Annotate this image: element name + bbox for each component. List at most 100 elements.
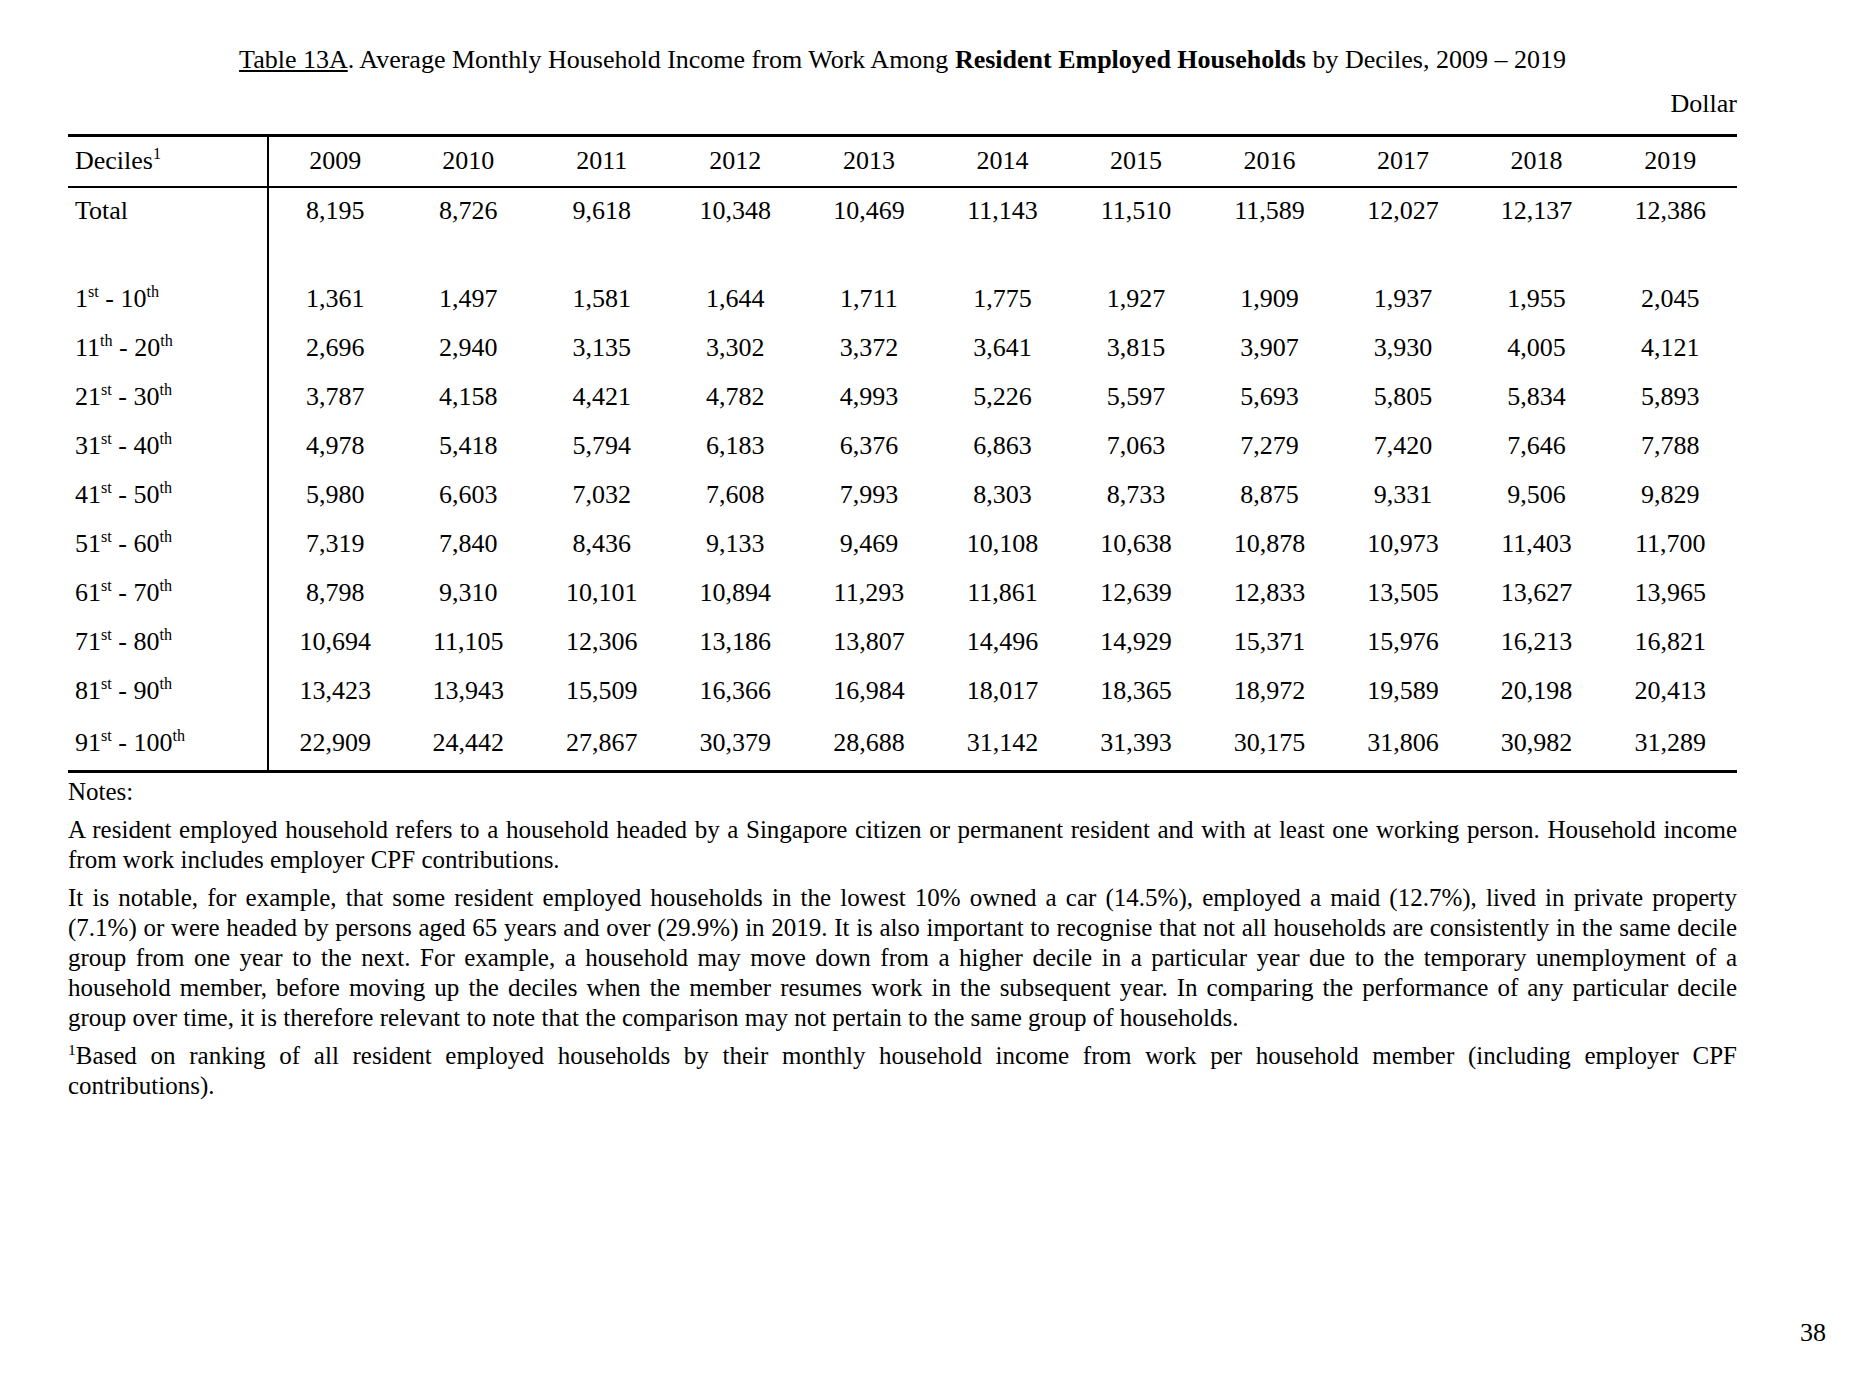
table-cell: 5,893 [1603,373,1737,422]
table-row: 51st - 60th7,3197,8408,4369,1339,46910,1… [68,520,1737,569]
column-header-year: 2011 [535,136,669,187]
notes-section: Notes: A resident employed household ref… [68,777,1737,1101]
table-cell: 18,972 [1203,667,1337,716]
table-row: 71st - 80th10,69411,10512,30613,18613,80… [68,618,1737,667]
spacer-cell [268,234,1737,275]
table-row: Total8,1958,7269,61810,34810,46911,14311… [68,187,1737,234]
table-cell: 13,186 [669,618,803,667]
table-cell: 10,694 [268,618,402,667]
table-cell: 13,505 [1336,569,1470,618]
table-cell: 7,608 [669,471,803,520]
table-cell: 6,603 [402,471,536,520]
page-content: Table 13A. Average Monthly Household Inc… [68,0,1737,1101]
table-cell: 7,279 [1203,422,1337,471]
table-cell: 13,423 [268,667,402,716]
table-cell: 9,829 [1603,471,1737,520]
table-cell: 10,348 [669,187,803,234]
table-cell: 8,733 [1069,471,1203,520]
column-header-year: 2016 [1203,136,1337,187]
note-paragraph: It is notable, for example, that some re… [68,883,1737,1033]
table-cell: 11,861 [936,569,1070,618]
table-cell: 9,618 [535,187,669,234]
table-cell: 5,597 [1069,373,1203,422]
table-cell: 5,805 [1336,373,1470,422]
table-cell: 5,834 [1470,373,1604,422]
table-cell: 1,909 [1203,275,1337,324]
table-cell: 8,303 [936,471,1070,520]
column-header-year: 2018 [1470,136,1604,187]
table-cell: 10,638 [1069,520,1203,569]
table-row: 31st - 40th4,9785,4185,7946,1836,3766,86… [68,422,1737,471]
table-cell: 10,469 [802,187,936,234]
row-label: 91st - 100th [68,716,268,772]
column-header-year: 2019 [1603,136,1737,187]
table-cell: 4,993 [802,373,936,422]
table-cell: 8,726 [402,187,536,234]
row-label: 21st - 30th [68,373,268,422]
table-cell: 7,993 [802,471,936,520]
table-cell: 3,641 [936,324,1070,373]
table-cell: 28,688 [802,716,936,772]
table-cell: 31,806 [1336,716,1470,772]
table-cell: 11,293 [802,569,936,618]
column-header-year: 2009 [268,136,402,187]
table-cell: 7,319 [268,520,402,569]
table-row: 91st - 100th22,90924,44227,86730,37928,6… [68,716,1737,772]
table-cell: 3,907 [1203,324,1337,373]
table-cell: 7,063 [1069,422,1203,471]
table-cell: 7,646 [1470,422,1604,471]
table-cell: 9,310 [402,569,536,618]
table-cell: 24,442 [402,716,536,772]
table-cell: 15,509 [535,667,669,716]
table-cell: 7,788 [1603,422,1737,471]
table-cell: 6,376 [802,422,936,471]
table-cell: 4,121 [1603,324,1737,373]
table-cell: 7,840 [402,520,536,569]
table-cell: 14,929 [1069,618,1203,667]
table-cell: 18,365 [1069,667,1203,716]
table-cell: 1,644 [669,275,803,324]
table-cell: 7,420 [1336,422,1470,471]
table-row: 21st - 30th3,7874,1584,4214,7824,9935,22… [68,373,1737,422]
table-cell: 11,589 [1203,187,1337,234]
table-cell: 2,940 [402,324,536,373]
table-cell: 16,366 [669,667,803,716]
table-cell: 16,213 [1470,618,1604,667]
table-cell: 30,379 [669,716,803,772]
table-header-row: Deciles120092010201120122013201420152016… [68,136,1737,187]
table-cell: 3,372 [802,324,936,373]
notes-paragraphs: A resident employed household refers to … [68,815,1737,1033]
row-label: 1st - 10th [68,275,268,324]
table-cell: 11,510 [1069,187,1203,234]
table-cell: 11,403 [1470,520,1604,569]
table-cell: 20,413 [1603,667,1737,716]
table-cell: 27,867 [535,716,669,772]
table-cell: 12,639 [1069,569,1203,618]
table-cell: 30,175 [1203,716,1337,772]
table-cell: 9,133 [669,520,803,569]
table-cell: 10,101 [535,569,669,618]
table-cell: 3,302 [669,324,803,373]
table-cell: 15,371 [1203,618,1337,667]
table-cell: 2,696 [268,324,402,373]
table-cell: 4,421 [535,373,669,422]
table-cell: 12,027 [1336,187,1470,234]
table-cell: 12,833 [1203,569,1337,618]
table-cell: 5,418 [402,422,536,471]
table-cell: 31,142 [936,716,1070,772]
table-cell: 14,496 [936,618,1070,667]
table-cell: 5,794 [535,422,669,471]
table-cell: 13,943 [402,667,536,716]
table-cell: 30,982 [1470,716,1604,772]
column-header-year: 2017 [1336,136,1470,187]
income-table: Deciles120092010201120122013201420152016… [68,134,1737,773]
table-cell: 9,331 [1336,471,1470,520]
table-cell: 3,815 [1069,324,1203,373]
table-cell: 3,930 [1336,324,1470,373]
row-label: 81st - 90th [68,667,268,716]
table-cell: 12,386 [1603,187,1737,234]
table-cell: 4,978 [268,422,402,471]
table-cell: 20,198 [1470,667,1604,716]
table-cell: 9,469 [802,520,936,569]
row-label: 11th - 20th [68,324,268,373]
